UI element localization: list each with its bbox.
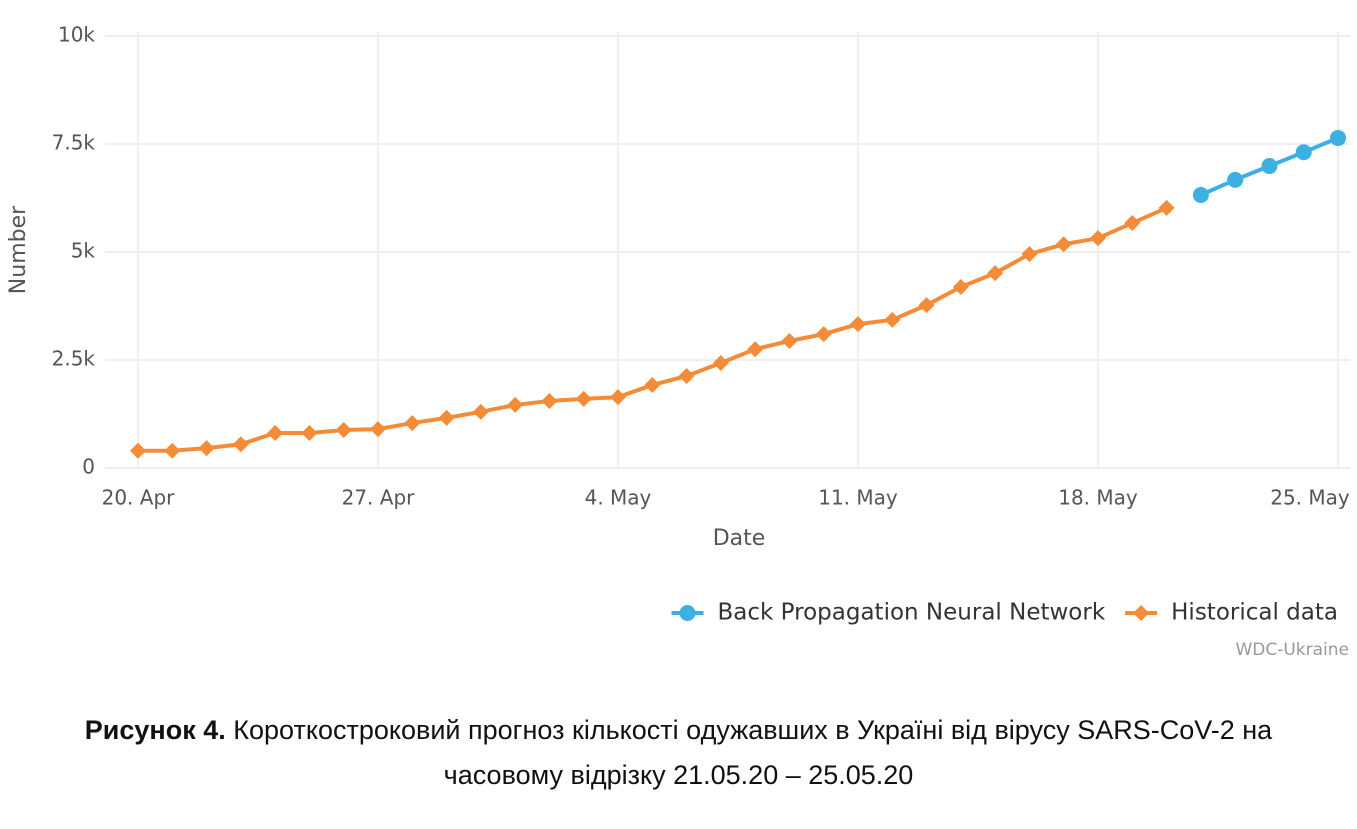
x-tick-label: 18. May	[1058, 486, 1138, 510]
data-point	[678, 367, 695, 384]
data-point	[850, 316, 866, 333]
y-axis-title: Number	[6, 205, 31, 294]
chart: Date Number WDC-Ukraine 0 2.5k 5k 7.5k 10k 20…	[6, 23, 1350, 660]
data-point	[267, 425, 284, 442]
x-axis-title: Date	[713, 526, 766, 551]
data-point	[507, 396, 524, 413]
data-point	[541, 393, 558, 410]
data-point	[335, 421, 352, 438]
data-point	[370, 421, 386, 438]
data-point	[232, 436, 249, 453]
y-tick-label: 10k	[58, 23, 95, 47]
data-point	[884, 311, 901, 328]
data-point	[918, 297, 935, 314]
data-point	[404, 415, 421, 432]
series-line	[138, 206, 1168, 453]
x-tick-label: 20. Apr	[102, 486, 176, 510]
data-point	[198, 440, 215, 457]
y-tick-label: 7.5k	[52, 131, 96, 155]
data-point	[1330, 129, 1346, 146]
data-point	[815, 326, 832, 343]
data-point	[712, 355, 729, 372]
data-point	[952, 278, 969, 295]
data-point	[747, 341, 764, 358]
data-point	[438, 409, 455, 426]
data-point	[610, 389, 626, 406]
data-point	[575, 390, 592, 407]
data-point	[644, 377, 661, 394]
data-point	[781, 332, 798, 349]
data-point	[1261, 158, 1278, 175]
legend-marker	[1133, 605, 1150, 621]
data-point	[1227, 171, 1244, 188]
x-tick-label: 27. Apr	[342, 486, 416, 510]
data-point	[301, 425, 318, 442]
data-point	[1124, 215, 1141, 232]
x-tick-label: 25. May	[1270, 486, 1350, 510]
data-point	[1021, 246, 1038, 263]
y-tick-label: 0	[82, 455, 95, 479]
y-tick-label: 2.5k	[52, 347, 96, 371]
credit: WDC-Ukraine	[1235, 640, 1349, 660]
data-point	[1192, 186, 1209, 203]
data-point	[1090, 230, 1106, 247]
data-point	[1158, 199, 1175, 216]
y-tick-label: 5k	[71, 239, 96, 263]
data-point	[987, 265, 1004, 282]
x-tick-label: 4. May	[585, 486, 652, 510]
data-point	[1055, 236, 1072, 253]
legend-label: Historical data	[1171, 600, 1338, 626]
caption-text: Короткостроковий прогноз кількості одужа…	[233, 715, 1273, 745]
caption-line: Рисунок 4. Короткостроковий прогноз кіль…	[0, 715, 1357, 746]
data-point	[164, 442, 181, 459]
data-point	[472, 403, 489, 420]
caption-label: Рисунок 4.	[84, 715, 226, 745]
legend-label: Back Propagation Neural Network	[718, 600, 1106, 626]
x-tick-label: 11. May	[818, 486, 898, 510]
data-point	[1295, 144, 1312, 161]
legend-marker	[679, 605, 696, 621]
caption-line: часовому відрізку 21.05.20 – 25.05.20	[443, 760, 914, 790]
data-point	[130, 442, 146, 459]
